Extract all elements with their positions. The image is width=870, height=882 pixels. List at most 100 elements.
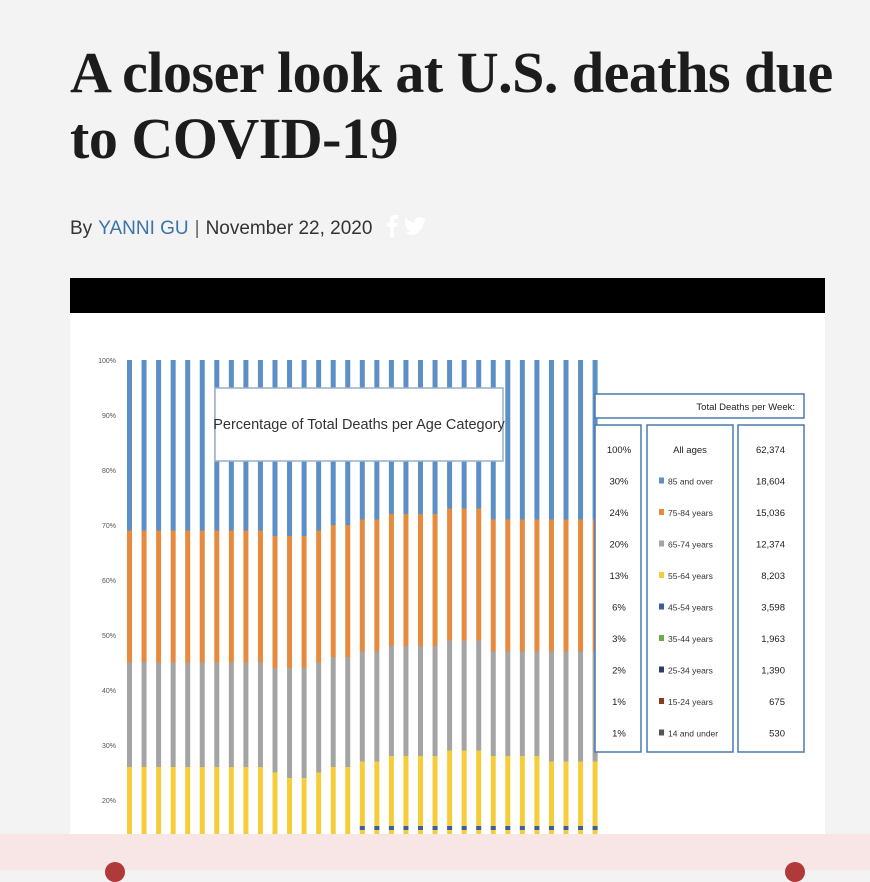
- bar-segment: [156, 662, 162, 767]
- bar-segment: [199, 530, 205, 663]
- table-deaths-cell: 18,604: [756, 477, 785, 488]
- footer-right-icon[interactable]: [785, 862, 805, 882]
- bar-segment: [403, 756, 409, 838]
- bar-segment: [316, 530, 322, 663]
- twitter-icon[interactable]: [404, 216, 427, 242]
- table-label-cell: 25-34 years: [668, 666, 713, 676]
- table-deaths-cell: 8,203: [761, 571, 785, 582]
- bar-segment: [447, 750, 453, 838]
- bar-segment: [374, 651, 380, 762]
- bar-segment: [578, 360, 584, 520]
- table-pct-cell: 30%: [609, 477, 629, 488]
- legend-swatch: [659, 603, 664, 610]
- bar-segment: [548, 761, 554, 838]
- table-pct-cell: 2%: [612, 666, 626, 677]
- y-tick-label: 30%: [102, 743, 116, 750]
- legend-swatch: [659, 729, 664, 736]
- table-deaths-cell: 530: [769, 729, 785, 740]
- bar-segment: [447, 508, 453, 641]
- bar-segment: [127, 662, 132, 767]
- bar-segment: [127, 530, 132, 663]
- table-deaths-cell: 675: [769, 697, 785, 708]
- bar-segment: [272, 536, 278, 668]
- bar-segment: [214, 767, 220, 838]
- bar-segment: [199, 767, 205, 838]
- bar-segment: [170, 530, 176, 663]
- bar-segment: [257, 767, 263, 838]
- bar-segment: [388, 514, 394, 646]
- table-pct-cell: 24%: [609, 508, 629, 519]
- bar-segment: [287, 536, 293, 668]
- bar-segment: [316, 662, 322, 773]
- bar-segment: [461, 826, 467, 830]
- legend-swatch: [659, 572, 664, 578]
- table-deaths-cell: 12,374: [756, 540, 785, 551]
- bar-segment: [432, 646, 438, 756]
- bar-segment: [592, 761, 598, 838]
- bar-segment: [519, 360, 525, 520]
- chart-title-box: [214, 387, 504, 462]
- bar-segment: [578, 651, 584, 762]
- table-pct-cell: 20%: [609, 540, 629, 551]
- bar-segment: [359, 826, 365, 830]
- bar-segment: [170, 360, 176, 531]
- bar-segment: [548, 826, 554, 830]
- legend-swatch: [659, 698, 664, 704]
- table-pct-cell: 13%: [609, 571, 629, 582]
- bar-segment: [563, 360, 569, 520]
- bar-segment: [228, 662, 234, 767]
- bar-segment: [141, 767, 147, 838]
- bar-segment: [214, 530, 220, 663]
- bar-segment: [432, 514, 438, 646]
- bar-segment: [185, 662, 191, 767]
- bar-segment: [228, 767, 234, 838]
- bar-segment: [490, 519, 496, 652]
- bar-segment: [563, 761, 569, 838]
- bar-segment: [519, 826, 525, 830]
- table-deaths-column: [737, 424, 805, 753]
- table-label-cell: 85 and over: [668, 477, 713, 487]
- bar-segment: [185, 360, 191, 531]
- facebook-icon[interactable]: [386, 215, 399, 243]
- bar-segment: [141, 662, 147, 767]
- bar-segment: [548, 360, 554, 520]
- bar-segment: [257, 662, 263, 767]
- byline: By YANNI GU | November 22, 2020: [70, 215, 427, 243]
- table-label-cell: 75-84 years: [668, 508, 713, 518]
- bar-segment: [374, 826, 380, 830]
- author-link[interactable]: YANNI GU: [98, 218, 189, 239]
- bar-segment: [476, 508, 482, 641]
- bar-segment: [156, 530, 162, 663]
- bar-segment: [345, 525, 351, 657]
- bar-segment: [403, 826, 409, 830]
- chart-title: Percentage of Total Deaths per Age Categ…: [213, 417, 505, 433]
- bar-segment: [272, 668, 278, 773]
- footer-left-icon[interactable]: [105, 862, 125, 882]
- bar-segment: [388, 826, 394, 830]
- bar-segment: [534, 519, 540, 652]
- bar-segment: [505, 756, 511, 838]
- bar-segment: [490, 651, 496, 756]
- bar-segment: [301, 778, 307, 838]
- stacked-bar-chart: 100% 90% 80% 70% 60% 50% 40% 30% 20% Percentage o…: [98, 358, 805, 838]
- bar-segment: [156, 360, 162, 531]
- bar-segment: [461, 508, 467, 641]
- table-pct-cell: 6%: [612, 603, 626, 614]
- bar-segment: [141, 530, 147, 663]
- table-deaths-cell: 1,390: [761, 666, 785, 677]
- bar-segment: [578, 826, 584, 830]
- bar-segment: [461, 640, 467, 751]
- bar-segment: [519, 756, 525, 838]
- bar-segment: [243, 662, 249, 767]
- bar-segment: [403, 514, 409, 646]
- bar-segment: [272, 772, 278, 838]
- table-label-cell: 45-54 years: [668, 603, 713, 613]
- table-deaths-cell: 3,598: [761, 603, 785, 614]
- bar-segment: [345, 767, 351, 838]
- bar-segment: [228, 530, 234, 663]
- table-label-cell: 55-64 years: [668, 571, 713, 581]
- bar-segment: [534, 651, 540, 756]
- table-pct-cell: 1%: [612, 697, 626, 708]
- legend-swatch: [659, 477, 664, 484]
- bar-segment: [476, 826, 482, 830]
